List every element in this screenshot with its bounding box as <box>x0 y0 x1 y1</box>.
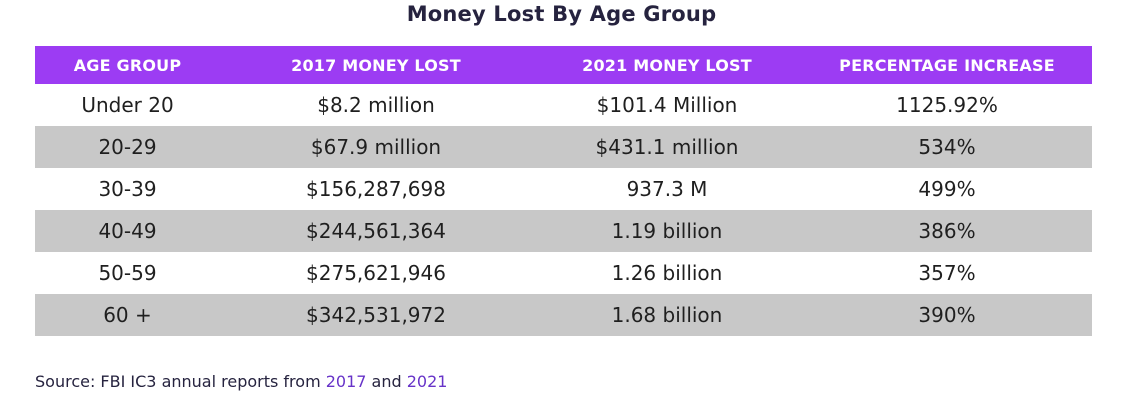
cell-2021-money-lost: 1.26 billion <box>611 261 723 285</box>
cell-2017-money-lost: $275,621,946 <box>306 261 446 285</box>
cell-age-group: 30-39 <box>98 177 157 201</box>
table-row: 50-59 $275,621,946 1.26 billion 357% <box>35 252 1092 294</box>
table-row: 30-39 $156,287,698 937.3 M 499% <box>35 168 1092 210</box>
table-header-row: AGE GROUP 2017 MONEY LOST 2021 MONEY LOS… <box>35 46 1092 84</box>
table-row: 20-29 $67.9 million $431.1 million 534% <box>35 126 1092 168</box>
source-conjunction: and <box>366 372 407 391</box>
money-lost-table: AGE GROUP 2017 MONEY LOST 2021 MONEY LOS… <box>35 46 1092 336</box>
source-link-2021[interactable]: 2021 <box>406 372 448 391</box>
cell-2017-money-lost: $8.2 million <box>317 93 435 117</box>
cell-percentage-increase: 390% <box>802 294 1092 336</box>
cell-2021-money-lost: 1.68 billion <box>532 294 802 336</box>
cell-age-group: 50-59 <box>98 261 157 285</box>
cell-percentage-increase: 1125.92% <box>896 93 998 117</box>
source-text: Source: FBI IC3 annual reports from <box>35 372 326 391</box>
cell-2017-money-lost: $67.9 million <box>220 126 532 168</box>
cell-percentage-increase: 499% <box>918 177 976 201</box>
cell-age-group: 40-49 <box>35 210 220 252</box>
cell-percentage-increase: 534% <box>802 126 1092 168</box>
source-link-2017[interactable]: 2017 <box>325 372 367 391</box>
col-header-age-group: AGE GROUP <box>35 46 220 84</box>
cell-2021-money-lost: 1.19 billion <box>532 210 802 252</box>
cell-2021-money-lost: $101.4 Million <box>596 93 738 117</box>
cell-percentage-increase: 386% <box>802 210 1092 252</box>
cell-2021-money-lost: 937.3 M <box>626 177 708 201</box>
source-note: Source: FBI IC3 annual reports from 2017… <box>35 372 1123 391</box>
cell-age-group: 60 + <box>35 294 220 336</box>
table-row: Under 20 $8.2 million $101.4 Million 112… <box>35 84 1092 126</box>
col-header-2021-money-lost: 2021 MONEY LOST <box>532 46 802 84</box>
table-row: 60 + $342,531,972 1.68 billion 390% <box>35 294 1092 336</box>
cell-2021-money-lost: $431.1 million <box>532 126 802 168</box>
cell-percentage-increase: 357% <box>918 261 976 285</box>
cell-2017-money-lost: $156,287,698 <box>306 177 446 201</box>
col-header-percentage-increase: PERCENTAGE INCREASE <box>802 46 1092 84</box>
page-title: Money Lost By Age Group <box>406 2 717 26</box>
col-header-2017-money-lost: 2017 MONEY LOST <box>220 46 532 84</box>
table-row: 40-49 $244,561,364 1.19 billion 386% <box>35 210 1092 252</box>
cell-age-group: Under 20 <box>81 93 174 117</box>
cell-2017-money-lost: $342,531,972 <box>220 294 532 336</box>
cell-2017-money-lost: $244,561,364 <box>220 210 532 252</box>
cell-age-group: 20-29 <box>35 126 220 168</box>
